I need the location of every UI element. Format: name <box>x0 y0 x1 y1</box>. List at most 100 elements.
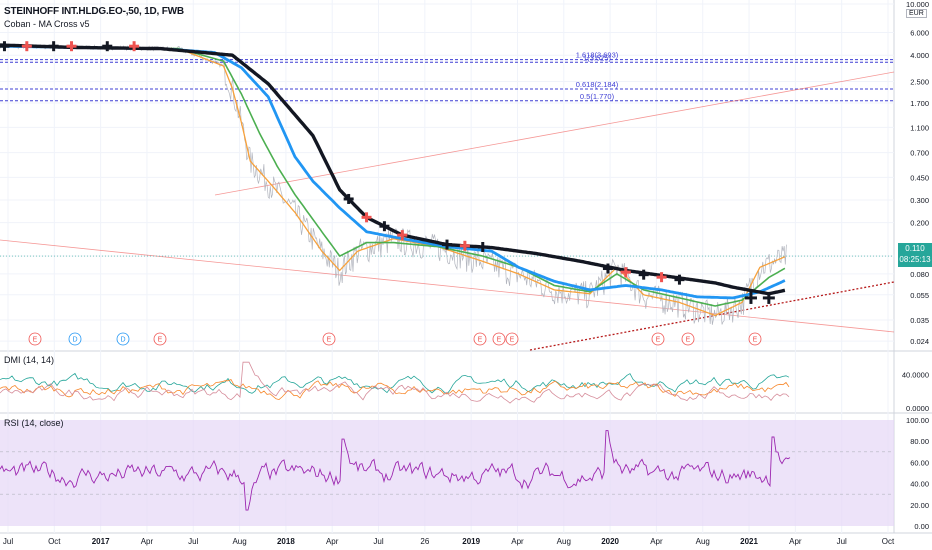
price-tick-label: 0.450 <box>910 173 929 182</box>
time-tick-label: Apr <box>650 537 663 546</box>
cross-signal-marker <box>21 41 32 52</box>
cross-signal-marker <box>656 272 667 283</box>
rsi-tick-label: 60.00 <box>910 458 929 467</box>
fib-level-label: 1(3.525) <box>583 53 611 62</box>
price-bars <box>0 43 787 325</box>
time-tick-label: Oct <box>882 537 895 546</box>
price-tick-label: 0.700 <box>910 149 929 158</box>
cross-signal-marker <box>129 41 140 52</box>
event-marker-circle <box>492 332 506 346</box>
rsi-tick-label: 20.00 <box>910 501 929 510</box>
event-marker-label: E <box>686 337 691 344</box>
price-tick-label: 0.300 <box>910 196 929 205</box>
price-tick-label: 2.500 <box>910 77 929 86</box>
trendline-lower <box>0 239 895 333</box>
rsi-tick-label: 100.00 <box>906 416 929 425</box>
event-marker: E <box>492 332 506 346</box>
event-marker-circle <box>651 332 665 346</box>
fib-level-label: 1.618(3.693) <box>576 51 619 60</box>
cross-signal-marker <box>762 291 775 304</box>
time-tick-label: Jul <box>373 537 383 546</box>
dmi-title[interactable]: DMI (14, 14) <box>4 355 55 365</box>
cross-signal-marker <box>459 240 470 251</box>
event-marker-circle <box>28 332 42 346</box>
event-marker-label: D <box>72 337 77 344</box>
time-tick-label: Aug <box>232 537 246 546</box>
currency-label[interactable]: EUR <box>906 9 927 18</box>
time-tick-label: Jul <box>837 537 847 546</box>
price-tick-label: 10.000 <box>906 0 929 9</box>
cross-signal-marker <box>442 239 452 250</box>
price-tick-label: 1.700 <box>910 99 929 108</box>
rsi-line <box>0 430 791 511</box>
time-tick-label: Jul <box>188 537 198 546</box>
event-marker-circle <box>322 332 336 346</box>
ma-mid-line <box>0 44 786 300</box>
time-tick-label: Apr <box>511 537 524 546</box>
price-tick-label: 1.100 <box>910 123 929 132</box>
trendline-upper <box>214 71 895 196</box>
time-tick-label: Oct <box>48 537 61 546</box>
cross-signal-marker <box>620 267 631 278</box>
dmi-minus-line <box>0 378 790 401</box>
event-marker-label: E <box>497 337 502 344</box>
event-marker-circle <box>473 332 487 346</box>
time-tick-label: 2018 <box>277 537 295 546</box>
event-marker-circle <box>68 332 82 346</box>
last-price-tag: 0.110 08:25:13 <box>898 243 932 267</box>
event-marker-label: E <box>158 337 163 344</box>
price-tick-label: 6.000 <box>910 29 929 38</box>
cross-signal-marker <box>744 291 757 304</box>
event-marker: E <box>651 332 665 346</box>
event-marker: D <box>116 332 130 346</box>
cross-signal-marker <box>477 241 488 252</box>
event-marker-label: E <box>33 337 38 344</box>
price-tick-label: 4.000 <box>910 51 929 60</box>
event-marker: E <box>748 332 762 346</box>
event-marker: D <box>68 332 82 346</box>
indicator-name[interactable]: Coban - MA Cross v5 <box>4 19 90 29</box>
event-marker: E <box>505 332 519 346</box>
price-tick-label: 0.024 <box>910 337 929 346</box>
rsi-pane[interactable] <box>0 420 894 526</box>
time-tick-label: Apr <box>141 537 154 546</box>
fib-level-label: 0.618(2.184) <box>576 80 619 89</box>
time-tick-label: Apr <box>789 537 802 546</box>
last-price-value: 0.110 <box>905 244 925 253</box>
dmi-pane[interactable] <box>0 361 790 404</box>
event-marker-circle <box>153 332 167 346</box>
event-marker: E <box>681 332 695 346</box>
time-tick-label: 2019 <box>462 537 480 546</box>
cross-signal-marker <box>674 274 685 285</box>
rsi-tick-label: 80.00 <box>910 437 929 446</box>
event-marker-circle <box>748 332 762 346</box>
event-marker-circle <box>681 332 695 346</box>
price-tick-label: 0.200 <box>910 219 929 228</box>
cross-signal-marker <box>379 221 390 232</box>
symbol-title[interactable]: STEINHOFF INT.HLDG.EO-,50, 1D, FWB <box>4 6 184 17</box>
time-tick-label: Apr <box>326 537 339 546</box>
axes: 10.000 6.000 4.000 2.500 1.700 1.100 0.700 0.45… <box>3 0 929 546</box>
price-tick-label: 0.035 <box>910 316 929 325</box>
fib-level-label: 0.5(1.770) <box>580 92 615 101</box>
event-marker: E <box>153 332 167 346</box>
event-marker: E <box>28 332 42 346</box>
cross-signal-marker <box>343 193 354 204</box>
event-marker-label: D <box>120 337 125 344</box>
cross-signal-marker <box>0 41 10 52</box>
cross-signal-marker <box>66 41 77 52</box>
ma-slow-line <box>0 43 786 296</box>
cross-signal-marker <box>102 41 113 52</box>
event-marker: E <box>473 332 487 346</box>
event-marker-label: E <box>753 337 758 344</box>
time-tick-label: Aug <box>557 537 571 546</box>
price-pane[interactable]: 1.618(3.693)1(3.525) 0.618(2.184) 0.5(1.77… <box>0 41 895 351</box>
rsi-title[interactable]: RSI (14, close) <box>4 418 64 428</box>
time-tick-label: 2021 <box>740 537 758 546</box>
price-tick-label: 0.080 <box>910 270 929 279</box>
event-marker: E <box>322 332 336 346</box>
rsi-tick-label: 40.00 <box>910 480 929 489</box>
event-marker-label: E <box>327 337 332 344</box>
countdown-timer: 08:25:13 <box>899 255 931 264</box>
